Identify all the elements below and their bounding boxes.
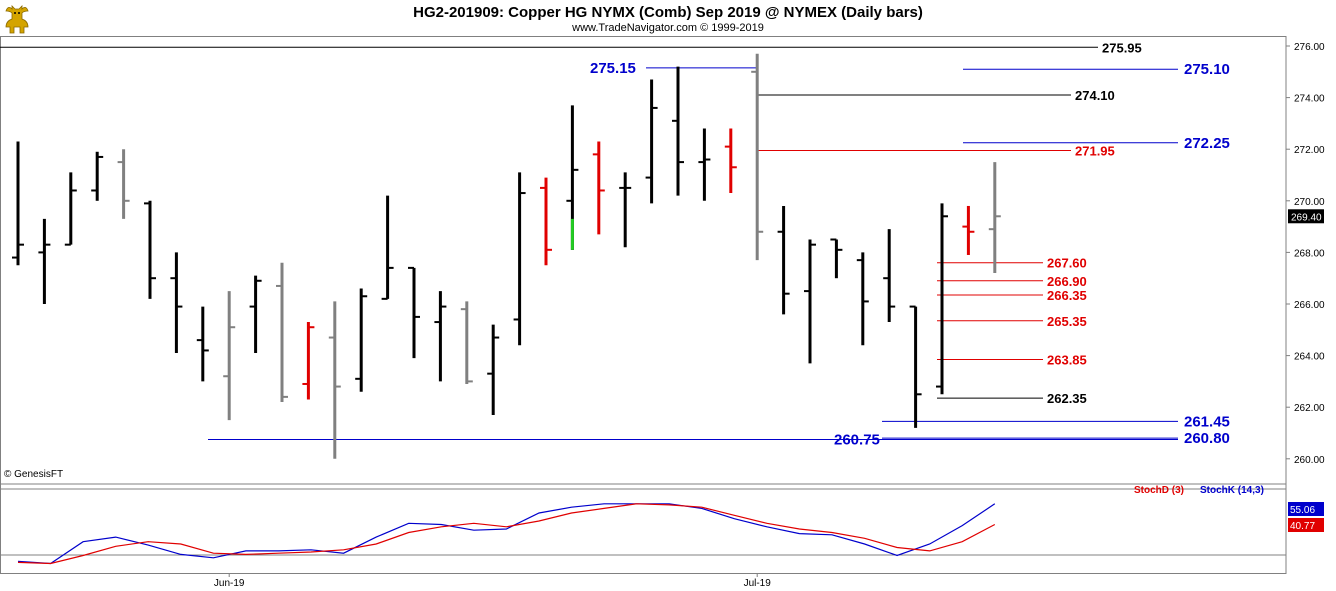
x-tick-label: Jun-19 — [214, 578, 245, 589]
stoch-readout-box — [1288, 502, 1324, 516]
copyright-label: © GenesisFT — [4, 469, 64, 480]
level-label: 272.25 — [1184, 135, 1230, 152]
level-label: 260.75 — [834, 431, 880, 448]
y-tick-label: 266.00 — [1294, 300, 1325, 311]
x-tick-label: Jul-19 — [744, 578, 772, 589]
level-label: 261.45 — [1184, 413, 1230, 430]
chart-frame — [0, 36, 1287, 574]
y-tick-label: 260.00 — [1294, 455, 1325, 466]
y-tick-label: 264.00 — [1294, 352, 1325, 363]
stoch-readout-box — [1288, 518, 1324, 532]
stoch-legend-d: StochD (3) — [1134, 485, 1184, 496]
stoch-line — [17, 503, 996, 565]
level-label: 262.35 — [1047, 391, 1087, 406]
level-label: 275.95 — [1102, 40, 1142, 55]
stoch-line — [17, 503, 996, 565]
level-label: 265.35 — [1047, 314, 1087, 329]
y-tick-label: 272.00 — [1294, 145, 1325, 156]
current-price-label: 269.40 — [1291, 212, 1322, 223]
bull-logo-icon — [2, 3, 32, 35]
stoch-readout-label: 40.77 — [1290, 521, 1315, 532]
y-tick-label: 276.00 — [1294, 42, 1325, 53]
stoch-legend-k: StochK (14,3) — [1200, 485, 1264, 496]
y-tick-label: 268.00 — [1294, 248, 1325, 259]
level-label: 260.80 — [1184, 430, 1230, 447]
y-tick-label: 274.00 — [1294, 94, 1325, 105]
chart-subtitle: www.TradeNavigator.com © 1999-2019 — [572, 22, 764, 34]
y-tick-label: 270.00 — [1294, 197, 1325, 208]
y-tick-label: 262.00 — [1294, 403, 1325, 414]
level-label: 275.15 — [590, 60, 636, 77]
chart-title: HG2-201909: Copper HG NYMX (Comb) Sep 20… — [413, 4, 923, 21]
stoch-readout-label: 55.06 — [1290, 505, 1315, 516]
current-price-box — [1288, 209, 1324, 224]
level-label: 274.10 — [1075, 88, 1115, 103]
level-label: 266.90 — [1047, 274, 1087, 289]
level-label: 267.60 — [1047, 256, 1087, 271]
level-label: 271.95 — [1075, 143, 1115, 158]
level-label: 263.85 — [1047, 352, 1087, 367]
level-label: 275.10 — [1184, 61, 1230, 78]
level-label: 266.35 — [1047, 288, 1087, 303]
